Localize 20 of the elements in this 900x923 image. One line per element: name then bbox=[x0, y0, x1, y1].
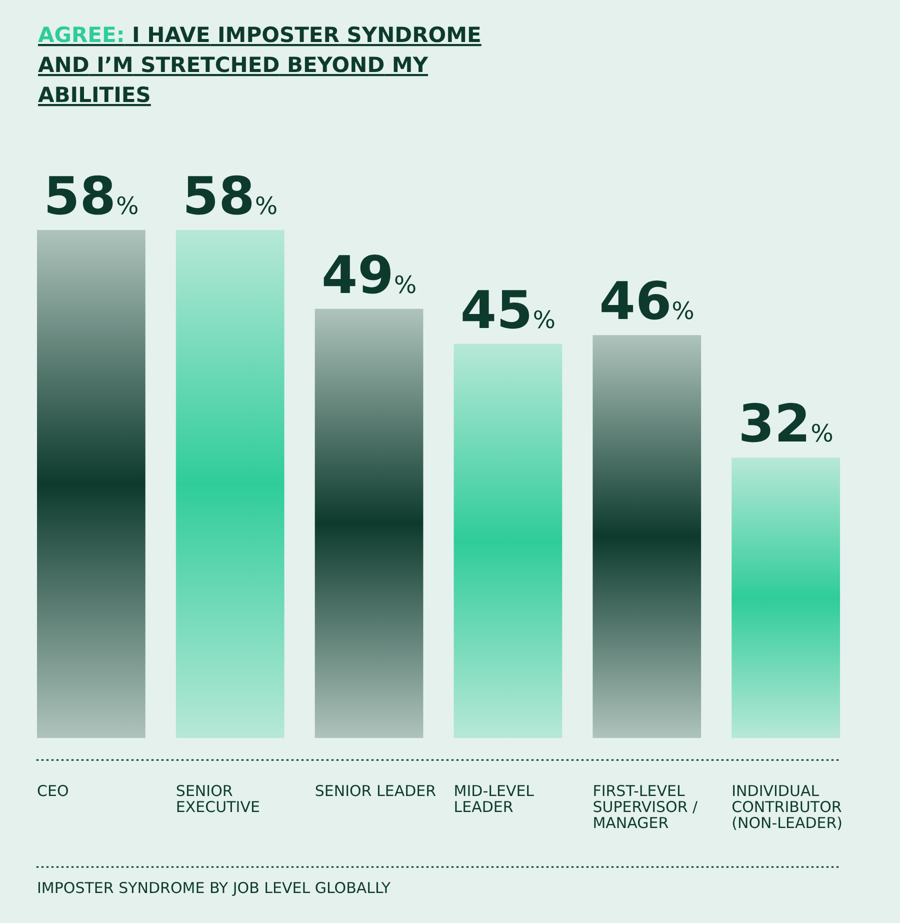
bar bbox=[314, 308, 424, 738]
data-label: 32% bbox=[738, 394, 834, 455]
text: IMPOSTER SYNDROME BY JOB LEVEL GLOBALLY bbox=[37, 879, 392, 897]
x-tick-label: CEO bbox=[37, 782, 69, 800]
bar bbox=[37, 230, 146, 738]
x-tick-label: SENIOR EXECUTIVE bbox=[176, 782, 260, 816]
data-label: 58% bbox=[182, 167, 278, 227]
x-tick-label: FIRST-LEVEL SUPERVISOR / MANAGER bbox=[592, 782, 699, 832]
bar bbox=[176, 230, 284, 738]
data-label: 45% bbox=[460, 280, 556, 341]
x-tick-label: MID-LEVEL LEADER bbox=[454, 782, 535, 816]
chart-title: AGREE: I HAVE IMPOSTER SYNDROME AND I’M STRETCHED BEYOND MY ABILITIES bbox=[38, 23, 482, 107]
x-tick-label: INDIVIDUAL CONTRIBUTOR (NON-LEADER) bbox=[732, 782, 843, 832]
bar bbox=[454, 344, 562, 738]
data-label: 46% bbox=[599, 272, 694, 332]
bar bbox=[592, 335, 702, 738]
x-tick-label: SENIOR LEADER bbox=[314, 782, 436, 800]
data-label: 58% bbox=[44, 167, 139, 227]
bar bbox=[732, 458, 840, 738]
data-label: 49% bbox=[321, 246, 417, 306]
